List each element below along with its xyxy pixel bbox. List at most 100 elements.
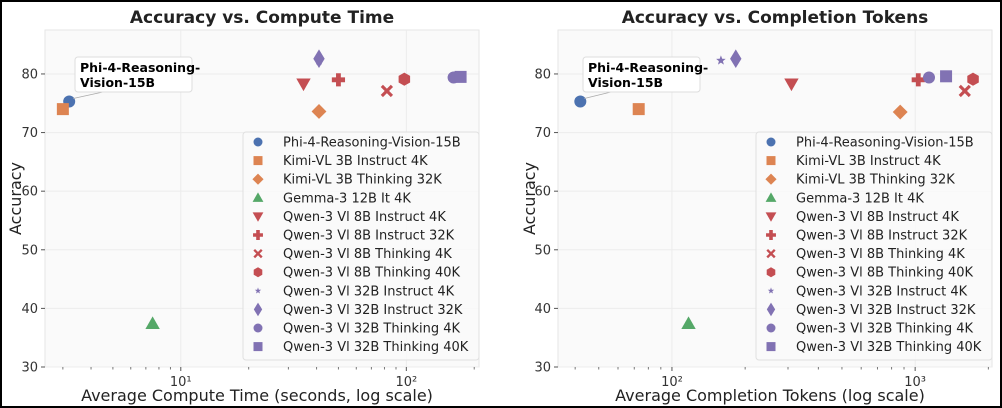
legend-marker <box>765 212 777 222</box>
data-point <box>922 71 935 84</box>
y-tick-label: 30 <box>534 361 551 376</box>
annotation-box <box>74 56 193 93</box>
data-point <box>331 73 346 87</box>
legend-label: Qwen-3 Vl 8B Thinking 40K <box>796 266 973 281</box>
legend-marker <box>253 137 263 147</box>
data-point <box>454 70 467 83</box>
y-tick-label: 60 <box>21 185 38 200</box>
legend-marker <box>767 287 775 294</box>
legend-label: Kimi-VL 3B Instruct 4K <box>796 154 941 169</box>
legend-box <box>242 131 480 361</box>
annotation-text: Phi-4-Reasoning- <box>80 60 200 75</box>
legend-label: Qwen-3 Vl 8B Instruct 4K <box>796 210 959 225</box>
legend-label: Phi-4-Reasoning-Vision-15B <box>796 136 974 151</box>
y-tick-label: 40 <box>21 302 38 317</box>
legend-label: Qwen-3 Vl 32B Thinking 4K <box>283 322 460 337</box>
chart-title: Accuracy vs. Compute Time <box>130 8 394 28</box>
y-tick-label: 70 <box>21 126 38 141</box>
legend-marker <box>252 192 264 202</box>
x-axis-label: Average Compute Time (seconds, log scale… <box>81 386 433 405</box>
legend-marker <box>253 342 263 352</box>
legend-marker <box>766 137 776 147</box>
data-point <box>681 316 696 330</box>
legend-marker <box>765 173 777 185</box>
legend-marker <box>254 287 262 294</box>
y-tick-label: 40 <box>534 302 551 317</box>
legend-box <box>755 131 993 361</box>
data-point <box>892 104 908 120</box>
y-axis-label: Accuracy <box>6 162 25 235</box>
legend-label: Qwen-3 Vl 8B Thinking 4K <box>796 247 965 262</box>
legend-label: Qwen-3 Vl 8B Instruct 32K <box>796 229 968 244</box>
legend-label: Qwen-3 Vl 32B Instruct 4K <box>283 284 455 299</box>
annotation-leader-line <box>584 91 612 99</box>
legend-marker <box>252 173 264 185</box>
legend-label: Qwen-3 Vl 8B Thinking 40K <box>283 266 460 281</box>
data-point <box>398 72 411 86</box>
legend-marker <box>766 230 776 240</box>
legend-marker <box>765 192 777 202</box>
legend-label: Qwen-3 Vl 8B Instruct 32K <box>283 229 455 244</box>
annotation-text: Vision-15B <box>588 75 663 90</box>
annotation-leader-line <box>73 91 104 99</box>
chart-panel-1: 30 40 50 60 70 80 10¹ 10² Accuracy vs. Compute T… <box>6 8 480 405</box>
legend-label: Kimi-VL 3B Instruct 4K <box>283 154 428 169</box>
y-tick-label: 80 <box>21 67 38 82</box>
legend-marker <box>766 342 776 352</box>
annotation-text: Vision-15B <box>80 75 155 90</box>
data-point <box>311 104 327 119</box>
legend-marker <box>253 302 263 317</box>
y-tick-label: 50 <box>21 243 38 258</box>
data-point <box>967 72 979 86</box>
legend-label: Qwen-3 Vl 32B Instruct 4K <box>796 284 968 299</box>
data-point <box>784 78 799 92</box>
annotation-box <box>582 56 701 93</box>
chart-title: Accuracy vs. Completion Tokens <box>622 8 929 28</box>
legend-label: Qwen-3 Vl 8B Thinking 4K <box>283 247 452 262</box>
x-tick-label: 10² <box>395 375 417 390</box>
legend-marker <box>766 248 776 259</box>
legend-marker <box>253 323 263 333</box>
legend-marker <box>253 248 263 259</box>
legend-marker <box>253 230 263 240</box>
y-tick-label: 30 <box>21 361 38 376</box>
data-point <box>313 49 325 69</box>
y-tick-label: 80 <box>534 67 551 82</box>
data-point <box>940 70 953 83</box>
legend-label: Gemma-3 12B It 4K <box>796 191 924 206</box>
legend-label: Qwen-3 Vl 32B Thinking 4K <box>796 322 973 337</box>
legend-marker <box>253 156 263 166</box>
legend-label: Gemma-3 12B It 4K <box>283 191 411 206</box>
legend: Phi-4-Reasoning-Vision-15B Kimi-VL 3B Ins… <box>242 131 480 361</box>
legend-marker <box>766 156 776 166</box>
data-point <box>145 316 160 330</box>
legend-label: Qwen-3 Vl 32B Thinking 40K <box>796 340 982 355</box>
legend-label: Qwen-3 Vl 32B Instruct 32K <box>796 303 976 318</box>
x-axis-label: Average Completion Tokens (log scale) <box>615 386 925 405</box>
legend-marker <box>766 302 776 317</box>
y-tick-label: 60 <box>534 185 551 200</box>
legend-label: Phi-4-Reasoning-Vision-15B <box>283 136 461 151</box>
data-point <box>730 49 742 69</box>
legend-label: Qwen-3 Vl 32B Instruct 32K <box>283 303 463 318</box>
legend: Phi-4-Reasoning-Vision-15B Kimi-VL 3B Ins… <box>755 131 993 361</box>
x-tick-label: 10¹ <box>170 375 192 390</box>
annotation-text: Phi-4-Reasoning- <box>588 60 708 75</box>
legend-label: Kimi-VL 3B Thinking 32K <box>283 173 442 188</box>
data-point <box>296 78 311 92</box>
x-tick-label: 10² <box>661 375 683 390</box>
legend-label: Qwen-3 Vl 8B Instruct 4K <box>283 210 446 225</box>
legend-marker <box>766 323 776 333</box>
data-point <box>958 84 971 98</box>
y-tick-label: 50 <box>534 243 551 258</box>
data-point <box>56 103 69 116</box>
legend-label: Qwen-3 Vl 32B Thinking 40K <box>283 340 469 355</box>
y-axis-label: Accuracy <box>520 162 539 235</box>
legend-marker <box>253 267 263 278</box>
legend-marker <box>766 267 776 278</box>
data-point <box>911 73 925 87</box>
y-tick-label: 70 <box>534 126 551 141</box>
data-point <box>716 55 726 65</box>
